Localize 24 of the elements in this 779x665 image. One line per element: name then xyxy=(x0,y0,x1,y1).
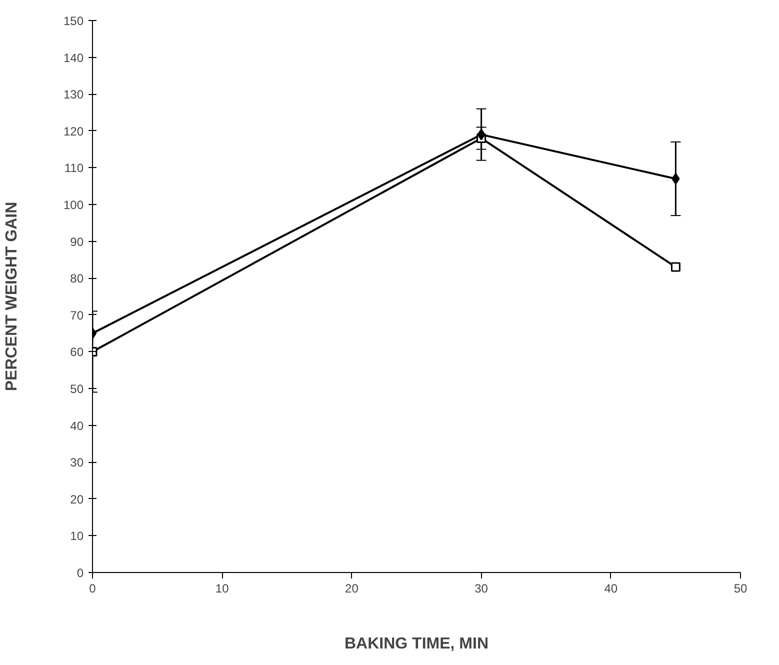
x-tick-label: 20 xyxy=(345,582,359,596)
y-tick-label: 120 xyxy=(63,124,84,138)
y-tick-label: 10 xyxy=(70,529,84,544)
x-tick-label: 30 xyxy=(474,582,488,596)
y-tick-label: 0 xyxy=(76,566,84,580)
x-tick-label: 10 xyxy=(215,582,230,596)
y-axis-title: PERCENT WEIGHT GAIN xyxy=(3,202,20,392)
y-tick-label: 110 xyxy=(64,161,84,176)
x-tick-label: 50 xyxy=(734,582,748,596)
y-tick-label: 30 xyxy=(70,456,84,470)
y-tick-label: 60 xyxy=(70,345,84,360)
x-tick-label: 40 xyxy=(604,582,618,596)
x-tick-label: 0 xyxy=(89,582,96,596)
y-tick-label: 150 xyxy=(63,14,84,28)
y-tick-label: 50 xyxy=(70,382,84,396)
y-tick-label: 90 xyxy=(70,234,84,249)
x-axis-title: BAKING TIME, MIN xyxy=(344,636,489,652)
y-tick-label: 130 xyxy=(63,88,84,102)
y-tick-label: 40 xyxy=(70,418,84,433)
y-tick-label: 140 xyxy=(63,50,84,65)
y-tick-label: 20 xyxy=(70,492,84,506)
y-tick-label: 100 xyxy=(63,198,84,212)
y-tick-label: 70 xyxy=(70,308,84,322)
y-tick-label: 80 xyxy=(70,272,84,286)
